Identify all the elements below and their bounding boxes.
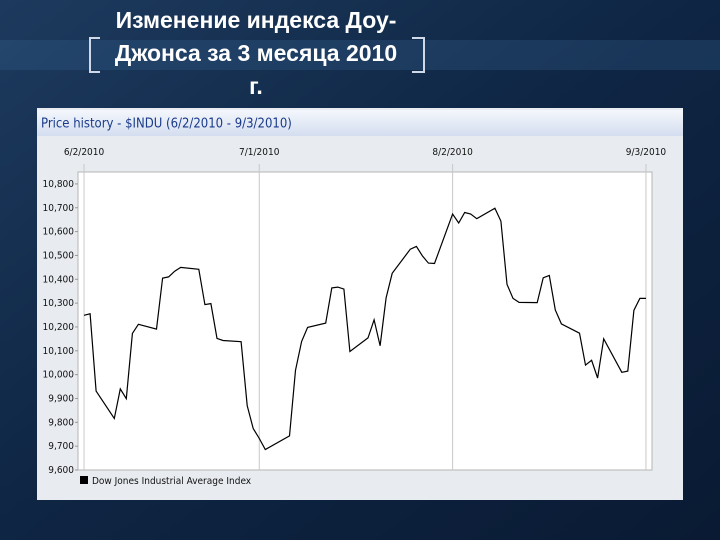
x-tick-label: 6/2/2010	[64, 147, 105, 158]
y-tick-label: 10,000	[43, 370, 75, 381]
y-tick-label: 10,100	[43, 346, 75, 357]
y-tick-label: 9,600	[48, 465, 74, 476]
y-tick-label: 10,800	[43, 179, 75, 190]
y-tick-label: 10,300	[43, 298, 75, 309]
y-tick-label: 10,400	[43, 274, 75, 285]
y-tick-label: 9,800	[48, 417, 74, 428]
slide-title: Изменение индекса Доу-Джонса за 3 месяца…	[114, 7, 398, 99]
background-band	[0, 40, 720, 70]
legend-swatch	[80, 476, 88, 484]
y-tick-label: 10,600	[43, 227, 75, 238]
legend-label: Dow Jones Industrial Average Index	[92, 476, 252, 487]
y-tick-label: 10,700	[43, 203, 75, 214]
x-tick-label: 7/1/2010	[239, 147, 280, 158]
plot-area	[77, 171, 653, 471]
chart-header	[37, 110, 683, 136]
x-tick-label: 9/3/2010	[626, 147, 667, 158]
y-tick-label: 9,900	[48, 393, 74, 404]
y-tick-label: 10,500	[43, 250, 75, 261]
y-tick-label: 9,700	[48, 441, 74, 452]
y-tick-label: 10,200	[43, 322, 75, 333]
price-line	[83, 207, 646, 451]
bracket	[89, 37, 425, 73]
chart-title: Price history - $INDU (6/2/2010 - 9/3/20…	[41, 117, 292, 132]
x-tick-label: 8/2/2010	[432, 147, 473, 158]
plot: 9,600 9,700 9,800 9,900 10,000 10,100 10,200 10…	[43, 147, 667, 476]
